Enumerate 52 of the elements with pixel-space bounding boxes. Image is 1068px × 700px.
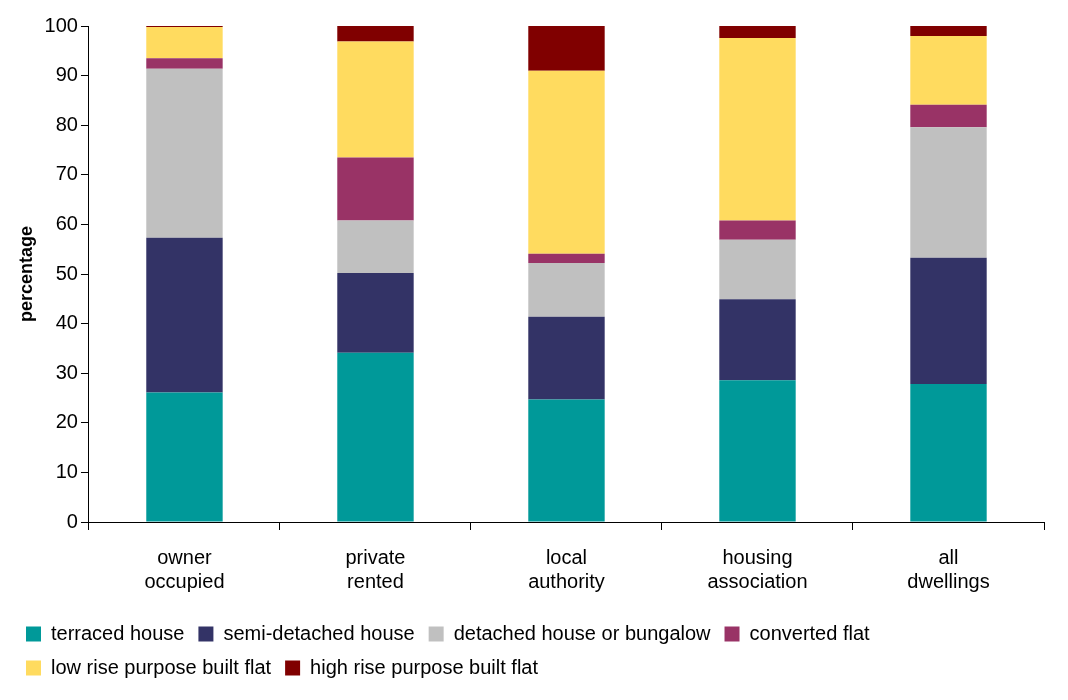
bar bbox=[719, 239, 796, 300]
bar bbox=[719, 380, 796, 522]
bar bbox=[146, 58, 223, 69]
y-tick-label: 100 bbox=[44, 13, 78, 36]
bar bbox=[337, 352, 414, 522]
x-tick-label: local authority bbox=[528, 545, 605, 592]
y-tick-label: 20 bbox=[55, 410, 78, 433]
bar bbox=[719, 220, 796, 240]
bar bbox=[719, 299, 796, 381]
legend-label: high rise purpose built flat bbox=[310, 655, 539, 678]
y-tick-label: 40 bbox=[55, 311, 78, 334]
bar bbox=[337, 157, 414, 221]
bar bbox=[910, 26, 987, 36]
y-tick-label: 80 bbox=[55, 112, 78, 135]
y-tick-label: 70 bbox=[55, 162, 78, 185]
bar bbox=[528, 70, 605, 254]
bar bbox=[910, 257, 987, 385]
y-tick-label: 0 bbox=[66, 509, 78, 532]
y-tick-label: 90 bbox=[55, 63, 78, 86]
legend-label: detached house or bungalow bbox=[453, 621, 712, 644]
x-tick-label: private rented bbox=[345, 545, 406, 592]
legend-label: terraced house bbox=[51, 621, 185, 644]
bar bbox=[528, 399, 605, 522]
bar bbox=[337, 41, 414, 158]
bar bbox=[337, 220, 414, 274]
bar bbox=[146, 392, 223, 522]
bar bbox=[719, 26, 796, 38]
y-tick-label: 30 bbox=[55, 360, 78, 383]
bar bbox=[528, 26, 605, 71]
x-tick-label: all dwellings bbox=[907, 545, 990, 592]
bar bbox=[528, 263, 605, 317]
bar bbox=[910, 35, 987, 105]
legend-label: semi-detached house bbox=[223, 621, 415, 644]
bar bbox=[910, 127, 987, 258]
bar bbox=[146, 26, 223, 59]
bar bbox=[719, 37, 796, 221]
bar bbox=[910, 104, 987, 128]
y-axis-title: percentage bbox=[15, 225, 36, 323]
bar bbox=[337, 273, 414, 353]
legend-label: low rise purpose built flat bbox=[51, 655, 272, 678]
x-tick-label: owner occupied bbox=[144, 545, 225, 592]
bar bbox=[528, 253, 605, 264]
y-tick-label: 10 bbox=[55, 459, 78, 482]
y-tick-label: 50 bbox=[55, 261, 78, 284]
bar bbox=[337, 26, 414, 42]
x-tick-label: housing association bbox=[707, 545, 808, 592]
bar bbox=[528, 316, 605, 400]
legend-label: converted flat bbox=[749, 621, 871, 644]
y-tick-label: 60 bbox=[55, 211, 78, 234]
bar bbox=[146, 237, 223, 393]
bar bbox=[910, 384, 987, 522]
bar bbox=[146, 68, 223, 238]
